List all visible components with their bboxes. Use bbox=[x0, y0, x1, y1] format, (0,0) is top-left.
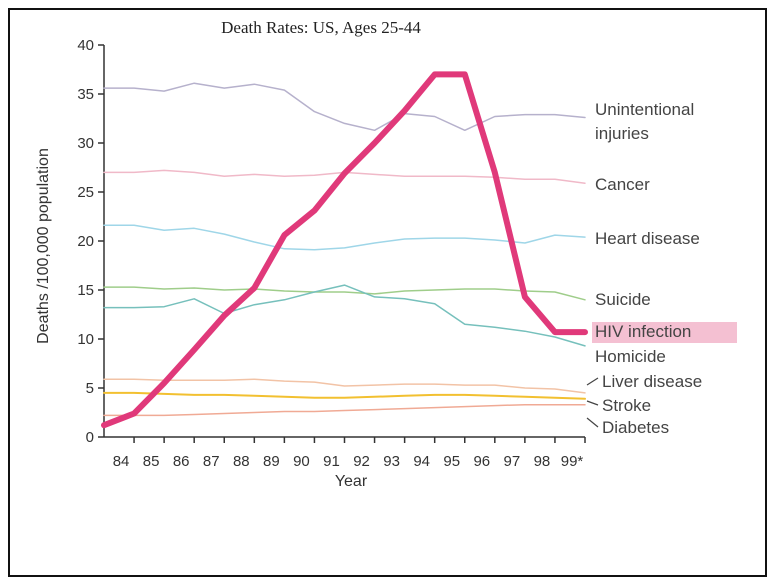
series-label: Unintentional bbox=[595, 100, 694, 119]
x-tick-label: 95 bbox=[443, 453, 460, 470]
series-line-stroke bbox=[103, 391, 586, 400]
series-line-diabetes bbox=[103, 403, 586, 417]
y-tick-label: 20 bbox=[77, 233, 94, 250]
x-tick-label: 90 bbox=[293, 453, 310, 470]
x-axis-label: Year bbox=[335, 473, 368, 490]
x-tick-label: 88 bbox=[233, 453, 250, 470]
series-label: Cancer bbox=[595, 175, 650, 194]
y-tick-label: 10 bbox=[77, 331, 94, 348]
chart-title: Death Rates: US, Ages 25-44 bbox=[221, 18, 421, 37]
label-leader-line bbox=[586, 417, 599, 428]
x-tick-label: 99* bbox=[561, 453, 584, 470]
x-tick-label: 84 bbox=[113, 453, 130, 470]
series-label: Stroke bbox=[602, 396, 651, 415]
x-tick-label: 94 bbox=[413, 453, 430, 470]
x-tick-label: 87 bbox=[203, 453, 220, 470]
series-line-unintentional-injuries bbox=[103, 82, 586, 132]
series-label: Heart disease bbox=[595, 229, 700, 248]
x-tick-label: 97 bbox=[504, 453, 521, 470]
series-line-liver-disease bbox=[103, 378, 586, 394]
x-tick-label: 93 bbox=[383, 453, 400, 470]
y-tick-label: 25 bbox=[77, 184, 94, 201]
y-tick-label: 30 bbox=[77, 135, 94, 152]
x-tick-label: 89 bbox=[263, 453, 280, 470]
series-label: HIV infection bbox=[595, 322, 691, 341]
y-tick-label: 35 bbox=[77, 86, 94, 103]
y-tick-label: 40 bbox=[77, 37, 94, 54]
y-tick-label: 5 bbox=[86, 380, 94, 397]
x-tick-label: 96 bbox=[473, 453, 490, 470]
x-tick-label: 98 bbox=[534, 453, 551, 470]
label-leader-line bbox=[586, 400, 599, 406]
series-line-heart-disease bbox=[103, 224, 586, 251]
series-label: Liver disease bbox=[602, 372, 702, 391]
series-line-hiv-infection bbox=[101, 71, 588, 429]
y-tick-label: 15 bbox=[77, 282, 94, 299]
series-line-suicide bbox=[103, 286, 586, 301]
series-label: injuries bbox=[595, 124, 649, 143]
x-tick-label: 91 bbox=[323, 453, 340, 470]
x-tick-label: 85 bbox=[143, 453, 160, 470]
series-label: Suicide bbox=[595, 290, 651, 309]
label-leader-line bbox=[586, 377, 599, 386]
x-tick-label: 86 bbox=[173, 453, 190, 470]
y-axis-label: Deaths /100,000 population bbox=[35, 148, 52, 344]
series-line-homicide bbox=[103, 284, 586, 347]
hiv-label-highlight bbox=[592, 322, 737, 343]
x-tick-label: 92 bbox=[353, 453, 370, 470]
y-tick-label: 0 bbox=[86, 429, 94, 446]
series-label: Diabetes bbox=[602, 418, 669, 437]
series-label: Homicide bbox=[595, 347, 666, 366]
